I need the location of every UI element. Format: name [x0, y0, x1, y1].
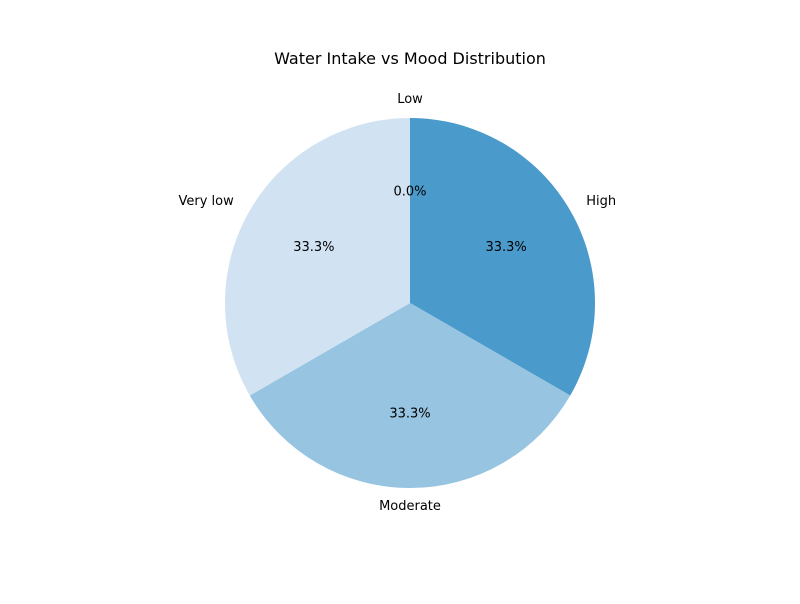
- percent-label-low: 0.0%: [393, 185, 426, 200]
- slice-label-high: High: [586, 194, 616, 209]
- pie-slice-very-low: [224, 118, 410, 396]
- pie-slice-moderate: [249, 303, 571, 489]
- slice-label-very-low: Very low: [179, 194, 235, 209]
- chart-title: Water Intake vs Mood Distribution: [274, 49, 546, 68]
- pie-labels: Low 0.0% High 33.3% Moderate 33.3% Very low 33.…: [179, 92, 617, 514]
- slice-label-low: Low: [397, 92, 423, 107]
- slice-label-moderate: Moderate: [379, 499, 441, 514]
- percent-label-very-low: 33.3%: [293, 240, 334, 255]
- percent-label-moderate: 33.3%: [389, 407, 430, 422]
- pie-slice-high: [410, 118, 595, 396]
- percent-label-high: 33.3%: [485, 240, 526, 255]
- pie-slices: [224, 118, 595, 489]
